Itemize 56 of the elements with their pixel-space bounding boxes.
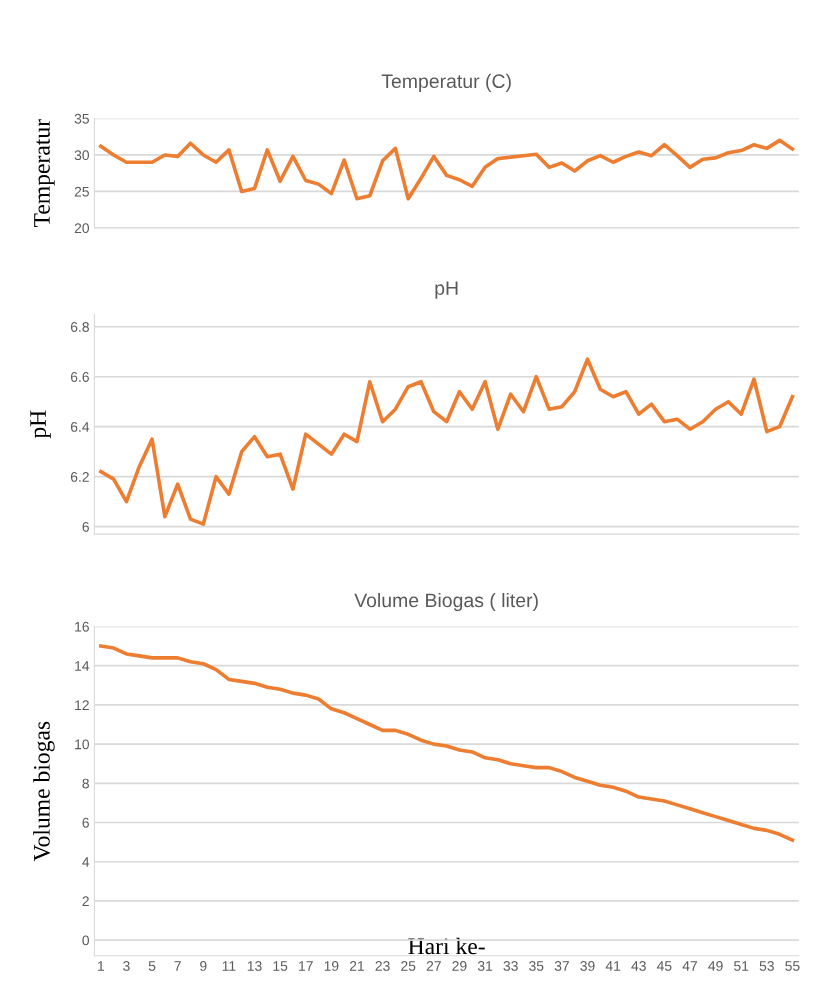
- y-tick-label: 0: [82, 935, 90, 946]
- x-tick-label: 35: [529, 961, 544, 971]
- y-tick-label: 2: [82, 896, 89, 906]
- y-tick-label: 12: [75, 700, 89, 710]
- y-tick-label: 25: [74, 186, 89, 197]
- x-tick-label: 49: [708, 961, 723, 971]
- chart-title: Volume Biogas ( liter): [354, 592, 538, 612]
- y-tick-label: 30: [74, 150, 90, 161]
- y-tick-label: 6.8: [70, 322, 89, 332]
- y-tick-label: 35: [74, 113, 89, 124]
- x-tick-label: 7: [174, 961, 181, 971]
- x-tick-label: 51: [734, 961, 749, 971]
- y-tick-label: 6: [82, 817, 89, 828]
- x-tick-label: 19: [324, 961, 339, 971]
- x-tick-label: 37: [554, 961, 569, 971]
- line-series: [99, 138, 795, 201]
- chart-title: pH: [435, 281, 458, 299]
- y-tick-label: 14: [75, 661, 90, 671]
- x-tick-label: 47: [682, 961, 697, 971]
- x-tick-label: 5: [148, 961, 156, 971]
- x-tick-label: 39: [580, 961, 595, 971]
- y-tick-label: 6: [82, 521, 89, 532]
- line-series: [99, 357, 795, 526]
- x-tick-label: 9: [200, 961, 207, 971]
- x-tick-label: 31: [477, 961, 493, 971]
- x-tick-label: 23: [375, 961, 390, 971]
- x-tick-label: 25: [401, 961, 416, 971]
- y-tick-label: 6.2: [70, 471, 89, 482]
- x-tick-label: 53: [759, 961, 774, 971]
- x-tick-label: 27: [426, 961, 441, 971]
- y-axis-title: Temperatur: [34, 119, 55, 227]
- x-tick-label: 55: [785, 961, 800, 971]
- x-tick-label: 13: [247, 961, 262, 971]
- x-tick-label: 33: [503, 961, 518, 971]
- x-tick-label: 1: [98, 961, 104, 971]
- y-tick-label: 8: [82, 778, 89, 789]
- x-tick-label: 45: [656, 961, 672, 971]
- x-axis-title: Hari ke-: [408, 937, 485, 955]
- x-tick-label: 21: [349, 961, 365, 971]
- chart-title: Temperatur (C): [381, 73, 511, 92]
- y-axis-title: Volume biogas: [33, 721, 55, 862]
- x-tick-label: 17: [299, 961, 313, 971]
- x-tick-label: 41: [605, 961, 621, 971]
- x-tick-label: 43: [631, 961, 646, 971]
- y-tick-label: 16: [75, 621, 89, 632]
- x-tick-label: 11: [222, 961, 236, 971]
- y-axis-title: pH: [30, 410, 51, 439]
- y-tick-label: 6.6: [70, 372, 89, 382]
- x-tick-label: 3: [123, 961, 130, 971]
- y-tick-label: 10: [75, 739, 90, 750]
- y-tick-label: 20: [74, 223, 90, 234]
- y-tick-label: 4: [82, 857, 90, 867]
- x-tick-label: 15: [273, 961, 288, 971]
- line-series: [99, 644, 795, 842]
- x-tick-label: 29: [452, 961, 467, 971]
- y-tick-label: 6.4: [70, 422, 90, 432]
